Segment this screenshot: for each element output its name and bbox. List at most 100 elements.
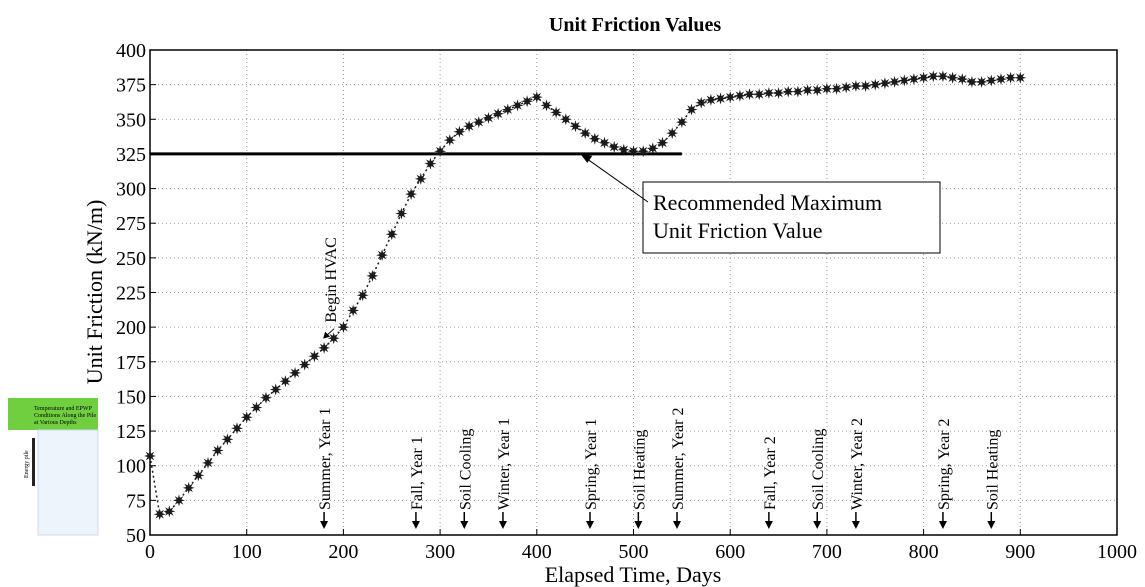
data-point	[424, 157, 437, 170]
x-axis-label: Elapsed Time, Days	[545, 562, 722, 587]
y-axis-label: Unit Friction (kN/m)	[82, 200, 107, 385]
data-point	[1014, 71, 1027, 84]
event-label: Winter, Year 1	[496, 418, 513, 510]
data-point	[762, 87, 775, 99]
x-tick-label: 0	[145, 541, 155, 563]
hvac-arrowhead	[323, 331, 331, 339]
data-point	[579, 127, 592, 140]
data-point	[840, 81, 853, 94]
data-point	[453, 125, 466, 138]
inset	[8, 398, 99, 536]
x-tick-label: 200	[328, 541, 358, 563]
y-tick-label: 75	[126, 490, 146, 512]
x-tick-label: 100	[232, 541, 262, 563]
data-point	[724, 91, 737, 104]
data-point	[695, 96, 708, 109]
data-point	[859, 80, 872, 92]
data-point	[830, 82, 843, 95]
x-tick-label: 800	[909, 541, 939, 563]
x-tick-label: 300	[425, 541, 455, 563]
data-point	[366, 269, 379, 282]
data-point	[192, 469, 205, 482]
y-tick-label: 50	[126, 525, 146, 547]
event-label: Soil Heating	[984, 430, 1001, 510]
data-point	[163, 505, 176, 518]
y-tick-label: 325	[116, 144, 146, 166]
y-tick-label: 250	[116, 248, 146, 270]
data-point	[443, 134, 456, 147]
data-point	[511, 99, 524, 112]
data-point	[347, 304, 360, 317]
data-point	[588, 132, 601, 145]
data-point	[492, 107, 505, 120]
x-tick-label: 400	[522, 541, 552, 563]
event-label: Fall, Year 1	[409, 436, 426, 510]
data-point	[144, 450, 156, 462]
x-tick-label: 900	[1005, 541, 1035, 563]
data-point	[907, 73, 920, 86]
data-point	[356, 289, 369, 302]
y-tick-label: 100	[116, 456, 146, 478]
data-point	[327, 332, 340, 345]
inset-grid	[37, 429, 99, 536]
event-label: Soil Cooling	[810, 429, 827, 510]
inset-pile	[32, 438, 35, 486]
data-point	[530, 91, 543, 104]
data-point	[898, 74, 911, 87]
event-arrowhead	[938, 521, 947, 529]
data-point	[318, 341, 331, 354]
data-point	[269, 383, 282, 396]
data-point	[153, 508, 166, 521]
y-tick-label: 375	[116, 75, 146, 97]
data-point	[308, 350, 321, 363]
event-arrowhead	[673, 521, 682, 529]
callout-box	[642, 181, 941, 254]
event-arrowhead	[634, 521, 643, 529]
event-label: Summer, Year 2	[670, 408, 687, 510]
data-point	[714, 92, 727, 105]
y-tick-label: 150	[116, 386, 146, 408]
data-point	[231, 422, 243, 435]
event-label: Winter, Year 2	[849, 418, 866, 510]
x-tick-label: 600	[715, 541, 745, 563]
event-arrowhead	[320, 521, 329, 529]
data-point	[782, 85, 795, 98]
data-point	[173, 494, 185, 507]
data-point	[637, 145, 650, 158]
data-point	[608, 141, 621, 153]
data-point	[395, 207, 408, 220]
data-point	[656, 136, 669, 149]
data-point	[240, 411, 253, 424]
data-point	[617, 143, 630, 156]
data-point	[927, 70, 940, 83]
data-point	[521, 95, 534, 108]
data-point	[472, 116, 485, 129]
data-point	[772, 87, 785, 99]
event-arrowhead	[498, 521, 507, 529]
y-tick-label: 350	[116, 109, 146, 131]
data-point	[946, 71, 959, 84]
data-point	[482, 111, 495, 124]
event-arrowhead	[585, 521, 594, 529]
inset-caption: at Various Depths	[34, 420, 77, 426]
data-point	[260, 391, 272, 404]
data-point	[298, 358, 311, 371]
callout-arrowhead	[580, 153, 593, 163]
event-arrowhead	[851, 521, 860, 529]
data-point	[221, 433, 234, 446]
data-point	[675, 116, 688, 129]
event-label: Fall, Year 2	[762, 436, 779, 510]
data-point	[869, 78, 882, 91]
data-point	[975, 75, 988, 88]
inset-caption: Temperature and EPWP	[34, 406, 93, 412]
x-tick-label: 1000	[1097, 541, 1137, 563]
data-point	[878, 77, 891, 90]
data-point	[888, 75, 901, 88]
data-point	[211, 444, 224, 457]
data-point	[704, 93, 717, 106]
data-point	[598, 136, 611, 149]
data-point	[414, 172, 427, 185]
event-label: Summer, Year 1	[317, 408, 334, 510]
data-point	[685, 103, 698, 116]
data-point	[743, 88, 756, 101]
